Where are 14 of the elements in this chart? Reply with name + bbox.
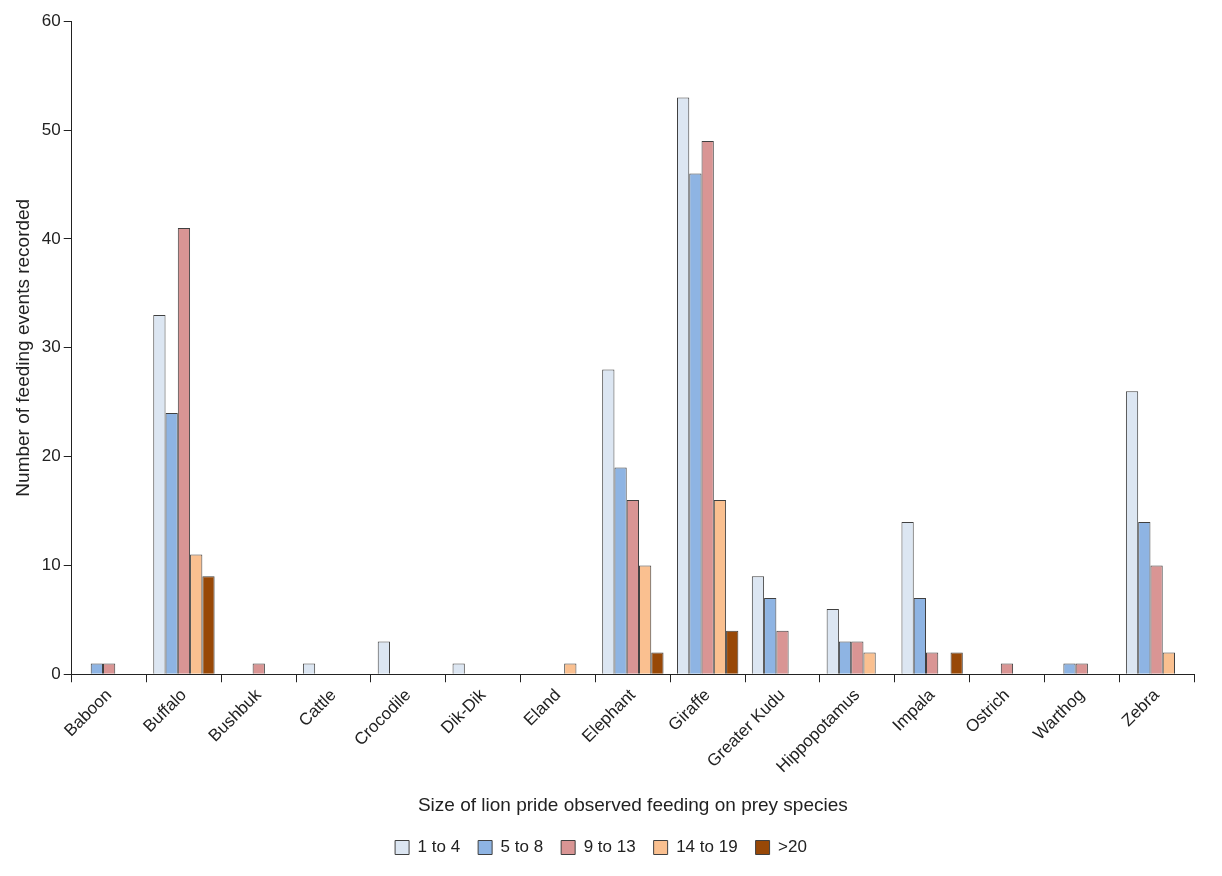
- y-tick-label: 60: [41, 10, 61, 30]
- y-axis-title: Number of feeding events recorded: [11, 198, 33, 497]
- y-tick-label: 20: [41, 446, 61, 466]
- y-tick-label: 0: [51, 663, 61, 683]
- y-tick-label: 10: [41, 555, 61, 575]
- y-tick-label: 50: [41, 119, 61, 139]
- legend-label: 5 to 8: [500, 837, 544, 857]
- legend-label: >20: [778, 837, 807, 857]
- legend-label: 1 to 4: [417, 837, 461, 857]
- legend-label: 9 to 13: [583, 837, 636, 857]
- legend-label: 14 to 19: [676, 837, 738, 857]
- y-tick-label: 30: [41, 337, 61, 357]
- y-tick-label: 40: [41, 228, 61, 248]
- x-axis-title: Size of lion pride observed feeding on prey species: [417, 793, 848, 815]
